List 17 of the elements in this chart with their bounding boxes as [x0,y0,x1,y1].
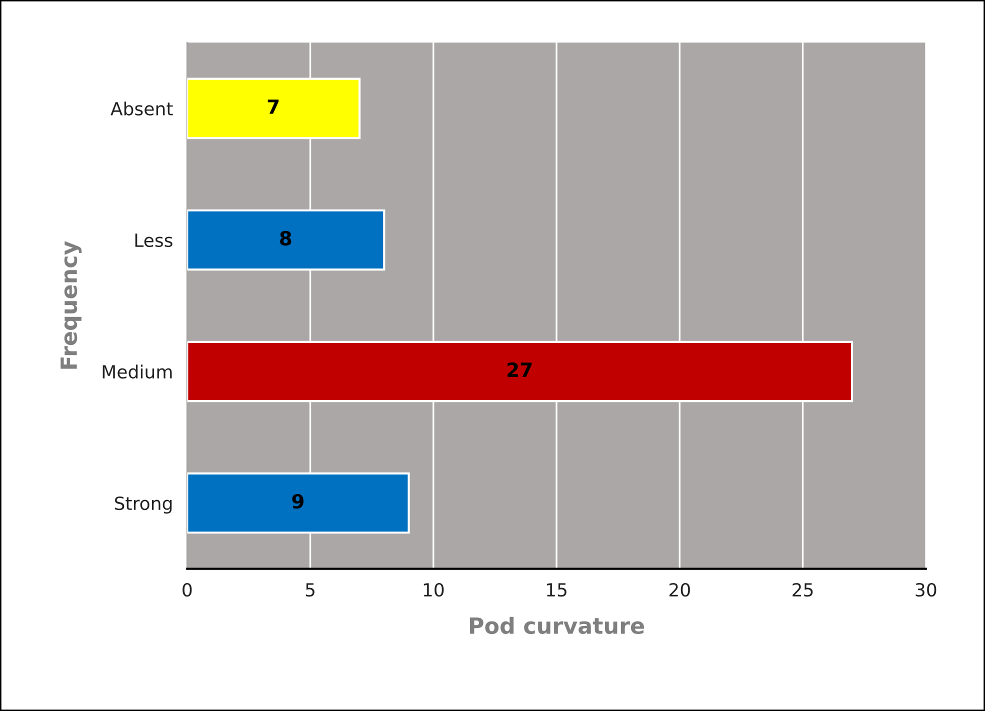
x-tick-label: 0 [182,583,192,597]
y-tick-label: Strong [114,496,172,514]
y-axis-title: Frequency [60,241,82,369]
data-label: 8 [280,230,292,246]
data-label: 27 [508,362,532,377]
x-tick-label: 30 [916,583,936,597]
x-tick-label: 10 [424,583,444,597]
y-tick-label: Medium [102,364,172,379]
x-tick-label: 5 [306,583,314,597]
x-tick-label: 20 [669,583,690,597]
data-label: 9 [292,494,304,509]
data-label: 7 [268,100,279,114]
y-tick-label: Absent [110,102,173,116]
x-tick-label: 15 [547,583,566,597]
x-axis-title: Pod curvature [470,616,644,634]
y-tick-label: Less [135,234,172,248]
x-tick-label: 25 [792,583,813,597]
